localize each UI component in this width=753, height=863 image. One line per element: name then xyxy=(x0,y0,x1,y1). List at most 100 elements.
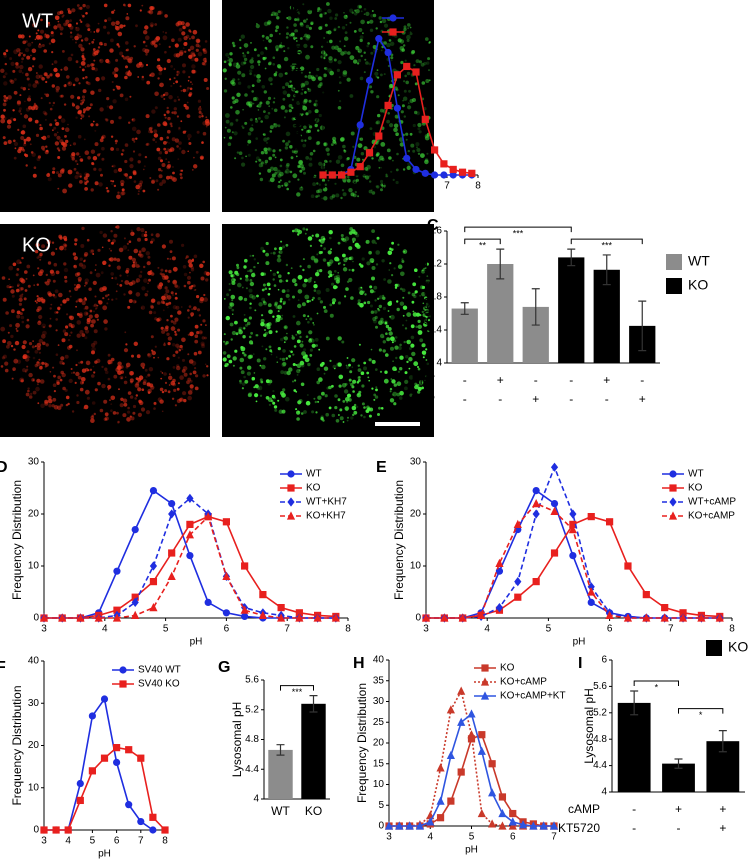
speckle xyxy=(74,242,77,246)
speckle xyxy=(336,277,341,281)
speckle xyxy=(156,284,161,289)
speckle xyxy=(20,34,25,39)
speckle xyxy=(284,72,288,75)
speckle xyxy=(365,61,369,65)
speckle xyxy=(16,259,21,265)
data-point xyxy=(550,500,559,508)
speckle xyxy=(330,143,334,147)
speckle xyxy=(188,54,193,60)
speckle xyxy=(4,368,9,373)
speckle xyxy=(25,324,30,329)
speckle xyxy=(317,7,321,11)
speckle xyxy=(140,305,146,310)
speckle xyxy=(291,62,297,68)
speckle xyxy=(197,99,201,103)
speckle xyxy=(40,365,43,368)
speckle xyxy=(132,150,136,153)
speckle xyxy=(261,364,266,370)
speckle xyxy=(101,246,104,249)
speckle xyxy=(103,417,108,421)
speckle xyxy=(422,356,425,359)
speckle xyxy=(133,45,136,48)
speckle xyxy=(354,9,357,12)
speckle xyxy=(153,311,157,315)
speckle xyxy=(54,15,60,21)
speckle xyxy=(203,293,206,297)
x-tick-label: 6 xyxy=(607,624,613,635)
speckle xyxy=(63,22,67,27)
speckle xyxy=(390,170,393,173)
speckle xyxy=(103,287,107,291)
speckle xyxy=(205,278,209,282)
speckle xyxy=(295,333,298,336)
speckle xyxy=(382,296,386,300)
data-point xyxy=(113,758,121,767)
speckle xyxy=(177,96,179,98)
speckle xyxy=(260,161,264,165)
speckle xyxy=(52,167,56,171)
speckle xyxy=(24,270,28,274)
speckle xyxy=(240,34,245,39)
x-tick-label: 5 xyxy=(469,832,475,843)
speckle xyxy=(69,295,72,298)
speckle xyxy=(379,155,384,161)
speckle xyxy=(62,14,65,17)
speckle xyxy=(43,72,48,77)
speckle xyxy=(312,149,316,153)
speckle xyxy=(299,163,304,169)
speckle xyxy=(380,73,383,77)
speckle xyxy=(54,119,57,122)
speckle xyxy=(321,391,325,396)
speckle xyxy=(357,376,361,380)
speckle xyxy=(85,23,90,28)
speckle xyxy=(55,270,60,275)
speckle xyxy=(138,274,142,278)
speckle xyxy=(266,282,271,287)
speckle xyxy=(74,381,77,384)
legend-label: WT xyxy=(688,469,704,480)
speckle xyxy=(129,95,132,98)
speckle xyxy=(363,361,367,365)
speckle xyxy=(205,271,210,276)
speckle xyxy=(236,263,239,267)
speckle xyxy=(36,378,41,383)
speckle xyxy=(135,137,138,140)
speckle xyxy=(57,20,60,23)
speckle xyxy=(255,137,258,140)
data-point xyxy=(356,163,364,171)
speckle xyxy=(251,90,254,93)
speckle xyxy=(148,310,153,315)
speckle xyxy=(65,19,70,24)
speckle xyxy=(282,349,286,353)
data-point xyxy=(405,821,414,830)
speckle xyxy=(59,169,65,174)
speckle xyxy=(317,76,322,80)
speckle xyxy=(32,173,37,178)
speckle xyxy=(102,233,108,238)
x-tick-label: 7 xyxy=(138,836,144,847)
speckle xyxy=(137,160,141,164)
speckle xyxy=(305,24,310,29)
row-value: + xyxy=(675,802,682,816)
speckle xyxy=(238,151,243,155)
speckle xyxy=(243,57,248,62)
speckle xyxy=(13,90,18,95)
speckle xyxy=(57,375,61,380)
speckle xyxy=(177,310,182,315)
data-point xyxy=(384,48,392,57)
y-axis-title: Lysosomal pH xyxy=(582,688,596,764)
speckle xyxy=(235,332,239,336)
speckle xyxy=(278,274,282,279)
speckle xyxy=(319,300,323,304)
speckle xyxy=(74,175,79,180)
speckle xyxy=(230,106,233,109)
speckle xyxy=(50,31,54,35)
speckle xyxy=(43,298,46,302)
speckle xyxy=(145,35,150,40)
speckle xyxy=(28,105,33,110)
speckle xyxy=(399,390,404,396)
speckle xyxy=(350,382,354,387)
speckle xyxy=(197,39,200,43)
speckle xyxy=(39,124,42,127)
speckle xyxy=(291,87,296,92)
